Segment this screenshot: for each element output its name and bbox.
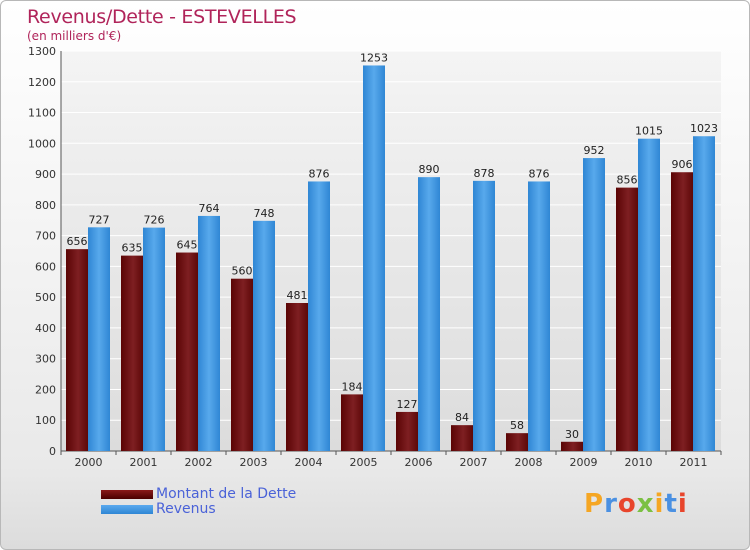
bar-revenus [638, 138, 660, 451]
data-label-revenus: 876 [529, 167, 550, 180]
bar-revenus [143, 227, 165, 451]
bar-dette [176, 252, 198, 451]
bar-revenus [528, 181, 550, 451]
bar-dette [286, 303, 308, 451]
y-tick-label: 0 [49, 445, 56, 458]
x-tick-label: 2002 [185, 456, 213, 469]
x-tick-label: 2000 [75, 456, 103, 469]
logo-letter: t [664, 489, 678, 519]
y-tick-label: 100 [35, 414, 56, 427]
data-label-dette: 645 [177, 239, 198, 252]
logo-letter: i [677, 489, 688, 519]
chart-subtitle: (en milliers d'€) [27, 29, 122, 43]
data-label-revenus: 878 [474, 167, 495, 180]
x-tick-label: 2004 [295, 456, 323, 469]
data-label-dette: 127 [397, 398, 418, 411]
x-tick-label: 2009 [570, 456, 598, 469]
logo-letter: r [604, 489, 618, 519]
bar-dette [66, 249, 88, 451]
legend-label-revenus: Revenus [156, 501, 216, 517]
data-label-dette: 84 [455, 411, 469, 424]
data-label-revenus: 764 [199, 202, 220, 215]
logo-letter: i [654, 489, 665, 519]
bar-revenus [198, 215, 220, 451]
bar-dette [671, 172, 693, 451]
data-label-revenus: 876 [309, 167, 330, 180]
data-label-revenus: 748 [254, 207, 275, 220]
data-label-dette: 656 [67, 235, 88, 248]
y-tick-label: 1100 [28, 107, 56, 120]
data-label-revenus: 727 [89, 213, 110, 226]
bar-dette [231, 278, 253, 451]
y-tick-label: 900 [35, 168, 56, 181]
bar-revenus [583, 158, 605, 452]
data-label-revenus: 1015 [635, 125, 663, 138]
data-label-dette: 906 [672, 158, 693, 171]
bar-dette [616, 187, 638, 451]
y-tick-label: 300 [35, 353, 56, 366]
bar-revenus [88, 227, 110, 451]
bar-revenus [693, 136, 715, 451]
data-label-revenus: 890 [419, 163, 440, 176]
bar-revenus [418, 177, 440, 451]
bar-dette [451, 425, 473, 451]
data-label-dette: 481 [287, 289, 308, 302]
bar-revenus [253, 220, 275, 451]
proxiti-logo: Proxiti [584, 489, 688, 519]
bar-dette [121, 255, 143, 451]
x-tick-label: 2011 [680, 456, 708, 469]
y-tick-label: 1300 [28, 45, 56, 58]
bar-revenus [363, 65, 385, 451]
y-tick-label: 1000 [28, 137, 56, 150]
data-label-dette: 184 [342, 380, 363, 393]
plot-background [61, 51, 721, 451]
logo-letter: x [636, 489, 655, 519]
y-tick-label: 700 [35, 230, 56, 243]
x-tick-label: 2006 [405, 456, 433, 469]
y-tick-label: 500 [35, 291, 56, 304]
legend-swatch-dette [101, 490, 153, 499]
x-tick-label: 2005 [350, 456, 378, 469]
x-tick-label: 2007 [460, 456, 488, 469]
bar-dette [341, 394, 363, 451]
data-label-dette: 856 [617, 174, 638, 187]
y-tick-label: 1200 [28, 76, 56, 89]
bar-dette [561, 441, 583, 451]
data-label-revenus: 1023 [690, 122, 718, 135]
y-tick-label: 600 [35, 260, 56, 273]
data-label-dette: 635 [122, 242, 143, 255]
data-label-dette: 58 [510, 419, 524, 432]
bar-dette [506, 433, 528, 451]
y-tick-label: 400 [35, 322, 56, 335]
x-tick-label: 2008 [515, 456, 543, 469]
data-label-revenus: 726 [144, 214, 165, 227]
plot-area: 0 100 200 300 400 500 600 700 800 900 1000 1100 1200… [28, 45, 722, 469]
bar-dette [396, 411, 418, 451]
x-tick-label: 2003 [240, 456, 268, 469]
y-tick-label: 200 [35, 383, 56, 396]
bar-revenus [308, 181, 330, 451]
data-label-dette: 30 [565, 428, 579, 441]
legend-swatch-revenus [101, 505, 153, 514]
data-label-revenus: 1253 [360, 51, 388, 64]
data-label-dette: 560 [232, 265, 253, 278]
logo-letter: P [584, 489, 605, 519]
logo-letter: o [617, 489, 637, 519]
legend-label-dette: Montant de la Dette [156, 486, 297, 502]
x-tick-label: 2010 [625, 456, 653, 469]
y-tick-label: 800 [35, 199, 56, 212]
data-label-revenus: 952 [584, 144, 605, 157]
x-tick-label: 2001 [130, 456, 158, 469]
bar-revenus [473, 180, 495, 451]
chart-title: Revenus/Dette - ESTEVELLES [27, 6, 297, 28]
